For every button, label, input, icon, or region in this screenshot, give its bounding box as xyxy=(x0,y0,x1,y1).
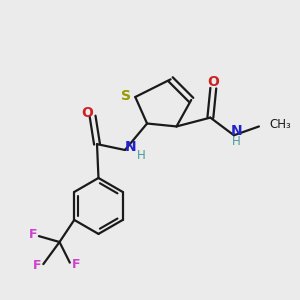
Text: F: F xyxy=(33,259,42,272)
Text: F: F xyxy=(29,228,37,241)
Text: O: O xyxy=(81,106,93,120)
Text: CH₃: CH₃ xyxy=(269,118,291,131)
Text: N: N xyxy=(125,140,137,154)
Text: N: N xyxy=(230,124,242,138)
Text: F: F xyxy=(71,258,80,271)
Text: O: O xyxy=(207,75,219,89)
Text: H: H xyxy=(232,135,241,148)
Text: S: S xyxy=(122,88,131,103)
Text: H: H xyxy=(137,149,146,162)
